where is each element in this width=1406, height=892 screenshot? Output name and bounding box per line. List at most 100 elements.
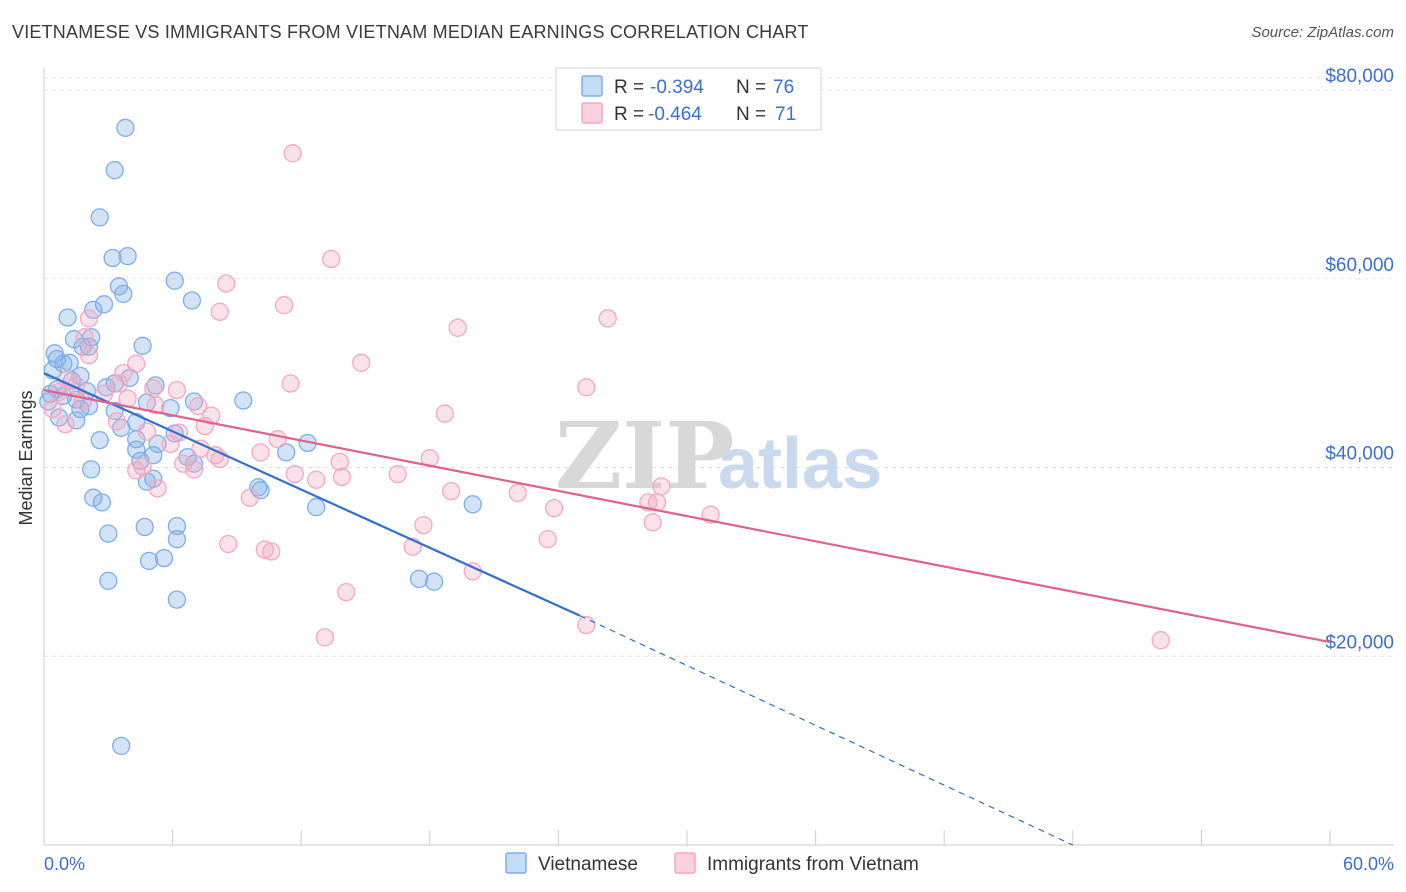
point-immigrants xyxy=(114,363,133,383)
bottom-legend-swatch-vietnamese xyxy=(505,852,527,874)
point-immigrants xyxy=(79,309,99,328)
point-immigrants xyxy=(75,328,94,347)
point-vietnamese xyxy=(105,161,124,180)
point-immigrants xyxy=(1151,631,1170,650)
point-immigrants xyxy=(274,296,294,315)
point-immigrants xyxy=(330,452,349,472)
point-immigrants xyxy=(219,534,238,554)
point-vietnamese xyxy=(146,376,165,395)
series-immigrants-points xyxy=(43,144,1170,650)
point-vietnamese xyxy=(84,488,103,507)
watermark: ZIP atlas xyxy=(555,402,882,510)
point-vietnamese xyxy=(58,308,77,327)
point-immigrants xyxy=(315,628,334,647)
legend-swatch-immigrants xyxy=(581,102,603,124)
legend-r-value-2: -0.464 xyxy=(648,104,702,125)
point-immigrants xyxy=(598,309,617,328)
point-immigrants xyxy=(109,374,129,393)
watermark-zip: ZIP xyxy=(555,402,734,510)
y-tick-labels: $20,000 $40,000 $60,000 $80,000 xyxy=(1325,66,1394,653)
point-immigrants xyxy=(435,404,454,423)
point-vietnamese xyxy=(424,572,444,591)
point-vietnamese xyxy=(409,569,429,589)
point-immigrants xyxy=(217,274,236,293)
point-immigrants xyxy=(508,483,527,503)
y-axis-title: Median Earnings xyxy=(16,390,36,525)
point-immigrants xyxy=(184,460,204,479)
y-tick-label: $20,000 xyxy=(1325,632,1394,653)
point-immigrants xyxy=(268,430,287,449)
point-immigrants xyxy=(332,467,352,487)
point-immigrants xyxy=(307,470,326,489)
y-tick-label: $40,000 xyxy=(1325,444,1394,465)
bottom-legend-label-vietnamese: Vietnamese xyxy=(538,854,638,875)
trend-line-vietnamese-extrapolated xyxy=(579,615,1074,846)
point-vietnamese xyxy=(90,208,109,227)
point-vietnamese xyxy=(307,498,326,517)
x-tick-label-min: 0.0% xyxy=(44,854,85,874)
point-immigrants xyxy=(414,515,433,535)
point-immigrants xyxy=(448,318,467,337)
point-immigrants xyxy=(251,443,270,462)
point-vietnamese xyxy=(114,284,133,304)
source-label: Source: ZipAtlas.com xyxy=(1251,24,1394,41)
point-immigrants xyxy=(174,454,193,473)
point-immigrants xyxy=(352,353,371,372)
point-vietnamese xyxy=(94,295,114,314)
point-immigrants xyxy=(388,464,407,484)
point-immigrants xyxy=(189,397,208,416)
gridlines xyxy=(44,77,1394,657)
point-immigrants xyxy=(127,354,146,373)
point-vietnamese xyxy=(277,443,296,462)
point-immigrants xyxy=(43,399,62,419)
x-tick-label-max: 60.0% xyxy=(1343,854,1394,874)
point-vietnamese xyxy=(71,399,90,419)
legend-n-label-1: N = xyxy=(736,77,766,98)
point-vietnamese xyxy=(154,548,174,568)
point-vietnamese xyxy=(99,571,118,590)
point-vietnamese xyxy=(165,271,184,290)
point-vietnamese xyxy=(82,460,101,479)
trend-lines xyxy=(43,372,1331,846)
point-immigrants xyxy=(285,464,304,484)
series-vietnamese-points xyxy=(39,118,482,756)
y-tick-label: $60,000 xyxy=(1325,255,1394,276)
point-vietnamese xyxy=(92,493,112,512)
point-vietnamese xyxy=(90,430,109,450)
point-immigrants xyxy=(79,346,99,365)
legend-n-label-2: N = xyxy=(736,104,766,125)
point-vietnamese xyxy=(103,248,122,268)
trend-line-vietnamese xyxy=(43,372,581,617)
point-immigrants xyxy=(538,530,557,549)
point-immigrants xyxy=(210,302,229,321)
point-immigrants xyxy=(652,477,671,496)
chart-title: VIETNAMESE VS IMMIGRANTS FROM VIETNAM ME… xyxy=(12,22,809,42)
legend-r-label-2: R = xyxy=(614,104,644,125)
point-immigrants xyxy=(161,434,180,454)
legend-swatch-vietnamese xyxy=(581,75,603,97)
point-vietnamese xyxy=(463,495,482,514)
point-vietnamese xyxy=(167,530,187,549)
point-immigrants xyxy=(262,542,281,561)
point-vietnamese xyxy=(116,118,135,137)
y-tick-label: $80,000 xyxy=(1325,66,1394,87)
point-vietnamese xyxy=(139,551,159,571)
point-vietnamese xyxy=(161,398,180,418)
point-vietnamese xyxy=(133,336,152,355)
legend-bottom: Vietnamese Immigrants from Vietnam xyxy=(505,852,919,875)
point-vietnamese xyxy=(251,481,270,500)
bottom-legend-label-immigrants: Immigrants from Vietnam xyxy=(707,854,919,875)
legend-n-value-2: 71 xyxy=(775,104,796,125)
point-immigrants xyxy=(107,412,127,431)
point-immigrants xyxy=(281,374,300,393)
point-vietnamese xyxy=(167,590,187,609)
point-vietnamese xyxy=(84,300,103,320)
trend-line-immigrants xyxy=(43,389,1331,644)
point-vietnamese xyxy=(182,291,202,310)
point-immigrants xyxy=(643,513,662,532)
point-immigrants xyxy=(322,249,341,269)
point-immigrants xyxy=(148,479,167,498)
point-vietnamese xyxy=(127,430,146,449)
point-vietnamese xyxy=(118,246,137,266)
